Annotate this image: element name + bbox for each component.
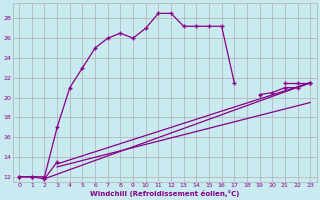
X-axis label: Windchill (Refroidissement éolien,°C): Windchill (Refroidissement éolien,°C) [90,190,239,197]
